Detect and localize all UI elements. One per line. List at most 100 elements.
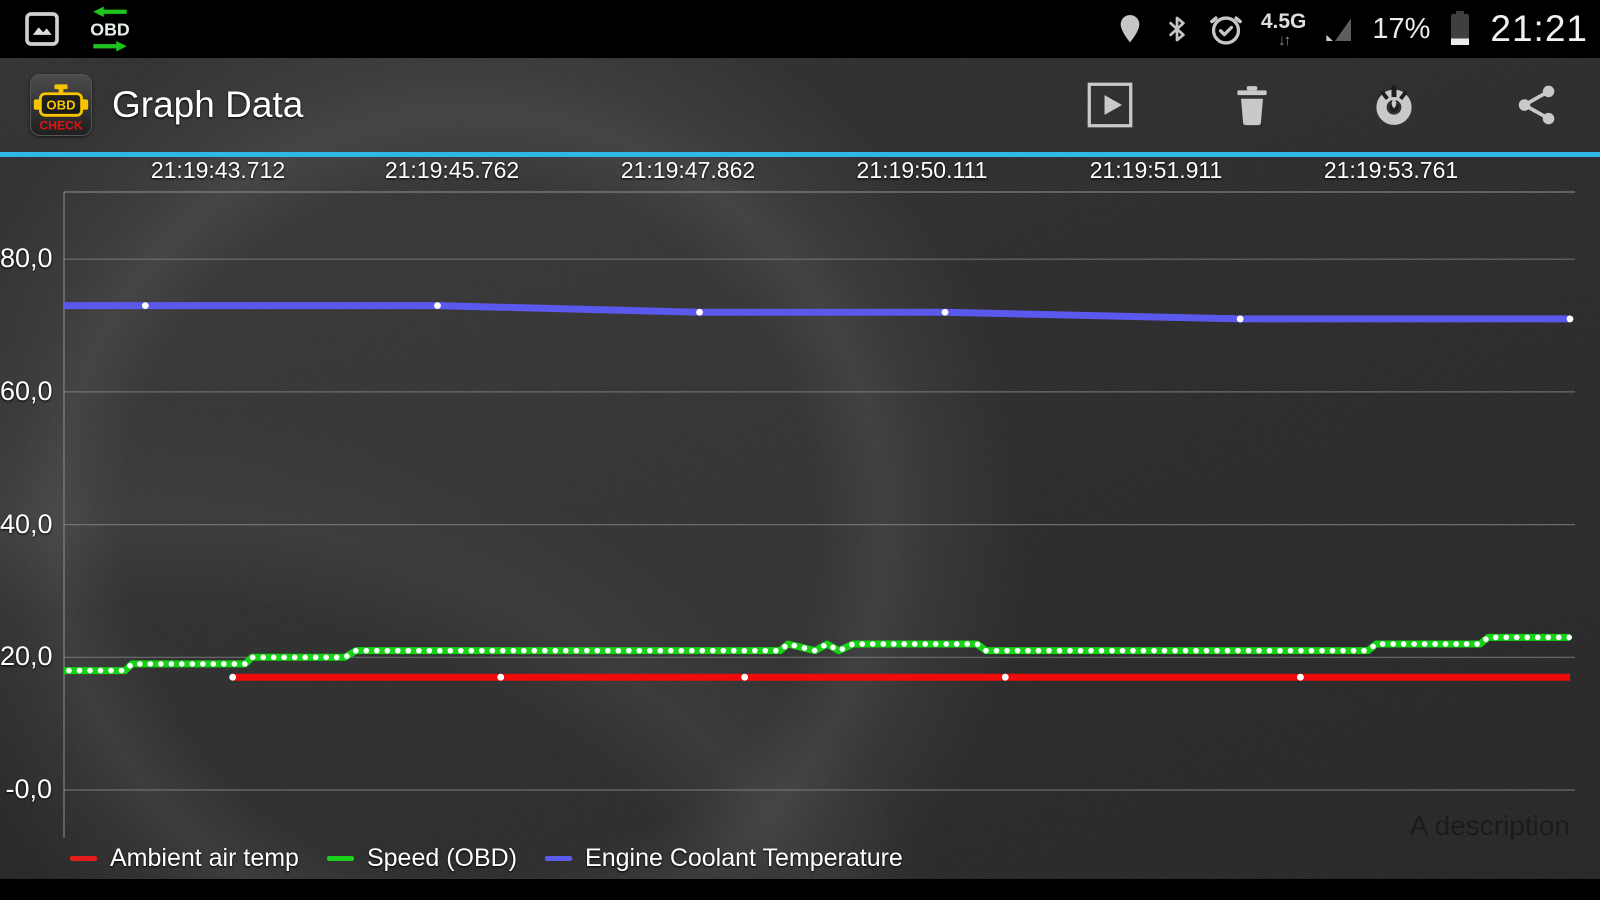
data-point-marker bbox=[500, 647, 506, 654]
data-point-marker bbox=[1256, 647, 1262, 654]
data-point-marker bbox=[291, 654, 298, 661]
data-point-marker bbox=[901, 641, 908, 647]
data-point-marker bbox=[221, 661, 227, 667]
accent-divider bbox=[0, 152, 1600, 157]
data-point-marker bbox=[1534, 634, 1541, 641]
data-point-marker bbox=[1411, 641, 1417, 647]
data-point-marker bbox=[384, 647, 391, 654]
data-point-marker bbox=[210, 661, 217, 667]
data-point-marker bbox=[1463, 641, 1470, 647]
battery-percent-label: 17% bbox=[1372, 12, 1431, 45]
data-point-marker bbox=[1077, 647, 1084, 654]
data-point-marker bbox=[353, 647, 359, 654]
data-point-marker bbox=[626, 647, 632, 654]
data-point-marker bbox=[636, 647, 643, 654]
x-axis-tick-label: 21:19:45.762 bbox=[384, 157, 520, 183]
x-axis-tick-label: 21:19:47.862 bbox=[620, 157, 756, 183]
data-point-marker bbox=[1340, 647, 1346, 654]
data-point-marker bbox=[811, 647, 818, 654]
data-point-marker bbox=[762, 647, 769, 654]
data-point-marker bbox=[137, 661, 143, 667]
data-point-marker bbox=[127, 662, 133, 669]
data-point-marker bbox=[542, 647, 548, 654]
data-point-marker bbox=[1513, 634, 1520, 641]
data-point-marker bbox=[1088, 647, 1094, 654]
data-point-marker bbox=[1119, 647, 1126, 654]
data-point-marker bbox=[1379, 641, 1386, 647]
data-point-marker bbox=[458, 647, 464, 654]
page-title: Graph Data bbox=[112, 84, 304, 125]
data-point-marker bbox=[890, 641, 897, 647]
data-point-marker bbox=[97, 667, 104, 674]
y-axis-labels: 80,0 60,0 40,0 20,0 -0,0 bbox=[0, 0, 57, 900]
data-point-marker bbox=[710, 647, 716, 654]
data-point-marker bbox=[147, 661, 154, 667]
legend-color-dash bbox=[70, 855, 97, 861]
data-point-marker bbox=[1555, 634, 1562, 641]
data-point-marker bbox=[731, 647, 737, 654]
chart-legend: Ambient air temp Speed (OBD) Engine Coolan… bbox=[70, 841, 903, 875]
data-point-marker bbox=[363, 647, 370, 654]
gauge-settings-button[interactable] bbox=[1368, 79, 1420, 131]
data-point-marker bbox=[242, 661, 248, 667]
data-point-marker bbox=[405, 647, 412, 654]
data-point-marker bbox=[249, 654, 256, 661]
chart-description-watermark: A description bbox=[1409, 810, 1570, 841]
share-button[interactable] bbox=[1510, 79, 1562, 131]
data-point-marker bbox=[741, 673, 749, 681]
legend-color-dash bbox=[326, 855, 354, 861]
data-point-marker bbox=[791, 642, 798, 649]
data-point-marker bbox=[668, 647, 674, 654]
data-point-marker bbox=[1297, 673, 1304, 681]
data-point-marker bbox=[941, 308, 949, 316]
data-point-marker bbox=[1014, 647, 1021, 654]
data-point-marker bbox=[1277, 647, 1283, 654]
data-point-marker bbox=[1298, 647, 1304, 654]
data-point-marker bbox=[374, 647, 380, 654]
screenshot-notification-icon bbox=[25, 12, 59, 46]
data-point-marker bbox=[953, 641, 960, 647]
data-point-marker bbox=[839, 646, 846, 652]
data-point-marker bbox=[108, 667, 114, 674]
data-point-marker bbox=[1203, 647, 1210, 654]
battery-icon bbox=[1451, 11, 1470, 45]
texture-noise bbox=[0, 58, 1600, 900]
data-point-marker bbox=[1453, 641, 1459, 647]
data-point-marker bbox=[859, 641, 866, 647]
data-point-marker bbox=[1350, 647, 1357, 654]
data-point-marker bbox=[1001, 673, 1009, 681]
delete-button[interactable] bbox=[1226, 79, 1278, 131]
data-point-marker bbox=[1046, 647, 1052, 654]
data-point-marker bbox=[323, 654, 329, 661]
data-point-marker bbox=[782, 643, 788, 650]
data-point-marker bbox=[1524, 634, 1531, 641]
data-point-marker bbox=[87, 667, 93, 674]
x-axis-tick-label: 21:19:43.712 bbox=[150, 157, 286, 183]
data-point-marker bbox=[168, 661, 175, 667]
legend-item: Ambient air temp bbox=[70, 844, 299, 873]
y-axis-tick-label: 80,0 bbox=[0, 243, 53, 274]
legend-label: Ambient air temp bbox=[110, 843, 299, 872]
data-point-marker bbox=[932, 641, 939, 647]
data-point-marker bbox=[1236, 315, 1244, 323]
data-point-marker bbox=[943, 641, 950, 647]
data-point-marker bbox=[1319, 647, 1325, 654]
data-point-marker bbox=[260, 654, 266, 661]
data-point-marker bbox=[563, 647, 569, 654]
data-point-marker bbox=[333, 654, 340, 661]
x-axis-labels: 21:19:43.712 21:19:45.762 21:19:47.862 21:1… bbox=[0, 157, 1600, 185]
data-point-marker bbox=[657, 647, 664, 654]
data-point-marker bbox=[720, 647, 727, 654]
data-point-marker bbox=[615, 647, 622, 654]
data-point-marker bbox=[1400, 641, 1407, 647]
data-point-marker bbox=[312, 654, 319, 661]
app-logo: OBD CHECK bbox=[30, 74, 92, 136]
data-point-marker bbox=[1140, 647, 1147, 654]
data-point-marker bbox=[605, 647, 611, 654]
svg-text:OBD: OBD bbox=[46, 98, 75, 113]
data-point-marker bbox=[752, 647, 758, 654]
play-button[interactable] bbox=[1084, 79, 1136, 131]
series-line bbox=[64, 633, 1570, 675]
data-point-marker bbox=[416, 647, 422, 654]
